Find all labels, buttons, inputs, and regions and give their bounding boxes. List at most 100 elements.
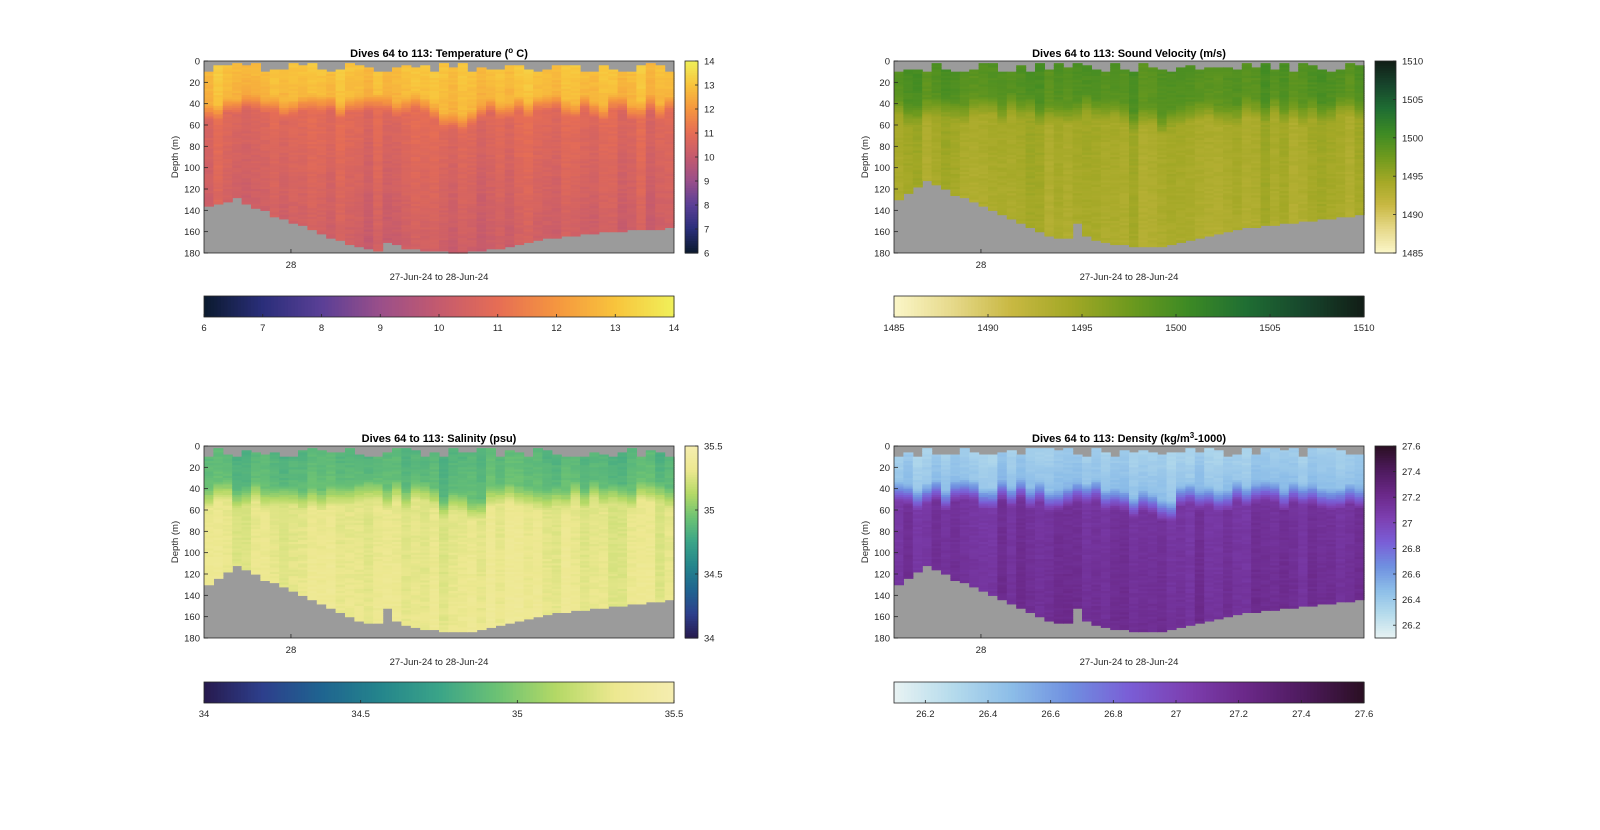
data-cell — [410, 238, 421, 241]
data-cell — [382, 154, 393, 158]
data-cell — [307, 216, 318, 220]
data-cell — [326, 235, 337, 239]
data-cell — [410, 178, 421, 182]
data-cell — [429, 201, 440, 205]
data-cell — [222, 116, 233, 120]
data-cell — [345, 114, 355, 118]
data-cell — [335, 71, 346, 75]
data-cell — [420, 73, 431, 77]
data-cell — [279, 112, 290, 115]
data-cell — [363, 242, 374, 246]
data-cell — [429, 107, 440, 111]
data-cell — [382, 95, 393, 98]
data-cell — [269, 176, 280, 179]
data-cell — [232, 186, 243, 190]
data-cell — [260, 206, 271, 209]
data-cell — [335, 229, 346, 233]
data-cell — [363, 129, 374, 132]
data-cell — [222, 146, 233, 150]
data-cell — [345, 154, 355, 158]
data-cell — [373, 159, 384, 162]
data-cell — [392, 120, 402, 124]
data-cell — [373, 139, 384, 143]
data-cell — [204, 148, 214, 152]
data-cell — [326, 189, 337, 192]
data-cell — [420, 189, 431, 192]
data-cell — [392, 67, 402, 71]
data-cell — [410, 75, 421, 79]
data-cell — [307, 139, 318, 143]
data-cell — [326, 137, 337, 141]
data-cell — [298, 114, 308, 118]
data-cell — [382, 184, 393, 188]
data-cell — [354, 118, 365, 122]
data-cell — [307, 218, 318, 222]
dive-column — [222, 65, 233, 203]
data-cell — [279, 197, 290, 201]
data-cell — [382, 122, 393, 126]
data-cell — [439, 133, 449, 137]
data-cell — [204, 90, 214, 94]
data-cell — [260, 159, 271, 162]
data-cell — [363, 71, 374, 75]
data-cell — [354, 218, 365, 222]
data-cell — [420, 244, 431, 248]
data-cell — [326, 212, 337, 216]
data-cell — [335, 154, 346, 158]
data-cell — [382, 112, 393, 115]
data-cell — [410, 120, 421, 124]
data-cell — [439, 71, 449, 75]
data-cell — [213, 73, 224, 77]
data-cell — [260, 120, 271, 124]
data-cell — [260, 152, 271, 156]
data-cell — [392, 193, 402, 196]
data-cell — [269, 208, 280, 211]
data-cell — [373, 195, 384, 199]
data-cell — [326, 125, 337, 128]
data-cell — [241, 167, 252, 171]
data-cell — [363, 203, 374, 207]
data-cell — [373, 161, 384, 164]
data-cell — [307, 199, 318, 203]
data-cell — [363, 235, 374, 239]
data-cell — [523, 240, 534, 243]
data-cell — [363, 201, 374, 205]
data-cell — [222, 199, 233, 203]
data-cell — [241, 199, 252, 203]
data-cell — [354, 122, 365, 126]
data-cell — [279, 180, 290, 184]
data-cell — [251, 197, 261, 201]
data-cell — [204, 135, 214, 139]
data-cell — [213, 159, 224, 162]
dive-column — [448, 67, 459, 254]
data-cell — [326, 73, 337, 77]
data-cell — [335, 69, 346, 73]
data-cell — [439, 120, 449, 124]
data-cell — [363, 116, 374, 120]
data-cell — [363, 146, 374, 150]
data-cell — [316, 97, 327, 100]
data-cell — [401, 189, 412, 192]
data-cell — [288, 189, 299, 192]
data-cell — [439, 105, 449, 109]
data-cell — [204, 161, 214, 164]
data-cell — [307, 90, 318, 94]
data-cell — [354, 139, 365, 143]
dive-column — [251, 63, 261, 209]
data-cell — [326, 80, 337, 83]
data-cell — [260, 112, 271, 115]
data-cell — [335, 206, 346, 209]
data-cell — [316, 229, 327, 233]
data-cell — [269, 180, 280, 184]
data-cell — [373, 84, 384, 88]
data-cell — [373, 95, 384, 98]
data-cell — [392, 223, 402, 226]
data-cell — [213, 146, 224, 150]
data-cell — [410, 114, 421, 118]
data-cell — [335, 90, 346, 94]
data-cell — [298, 131, 308, 135]
data-cell — [392, 75, 402, 79]
data-cell — [316, 212, 327, 216]
data-cell — [213, 120, 224, 124]
